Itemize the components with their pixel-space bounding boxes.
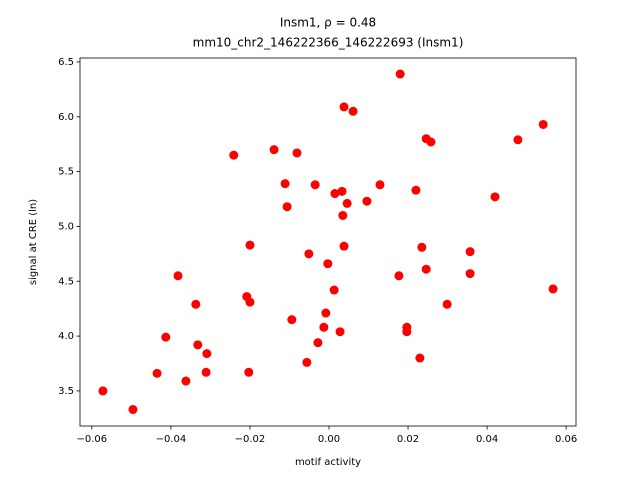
x-tick-label: −0.06 xyxy=(77,434,108,445)
x-tick-label: −0.02 xyxy=(235,434,266,445)
point xyxy=(513,135,523,145)
point xyxy=(191,299,201,309)
chart-title: Insm1, ρ = 0.48 xyxy=(280,16,376,30)
point xyxy=(338,210,348,220)
y-tick-label: 4.0 xyxy=(58,331,74,342)
point xyxy=(269,145,279,155)
y-tick-label: 3.5 xyxy=(58,386,74,397)
y-tick-label: 5.0 xyxy=(58,221,74,232)
point xyxy=(465,269,475,279)
point xyxy=(442,299,452,309)
point xyxy=(548,284,558,294)
point xyxy=(465,247,475,257)
point xyxy=(287,315,297,325)
point xyxy=(362,196,372,206)
y-axis-label: signal at CRE (ln) xyxy=(28,199,39,285)
y-tick-label: 6.0 xyxy=(58,112,74,123)
point xyxy=(395,69,405,79)
point xyxy=(426,137,436,147)
point xyxy=(339,241,349,251)
point xyxy=(98,386,108,396)
point xyxy=(181,376,191,386)
x-tick-label: 0.06 xyxy=(555,434,577,445)
point xyxy=(375,180,385,190)
point xyxy=(161,332,171,342)
point xyxy=(302,357,312,367)
point xyxy=(229,150,239,160)
x-tick-label: 0.02 xyxy=(397,434,419,445)
point xyxy=(394,271,404,281)
point xyxy=(282,202,292,212)
y-tick-label: 6.5 xyxy=(58,57,74,68)
point xyxy=(330,189,340,199)
point xyxy=(304,249,314,259)
plot-frame xyxy=(79,57,577,427)
point xyxy=(329,285,339,295)
point xyxy=(538,119,548,129)
point xyxy=(152,368,162,378)
point xyxy=(245,240,255,250)
point xyxy=(310,180,320,190)
point xyxy=(415,353,425,363)
point xyxy=(173,271,183,281)
point xyxy=(202,349,212,359)
point xyxy=(323,259,333,269)
point xyxy=(201,367,211,377)
point xyxy=(319,322,329,332)
point xyxy=(402,327,412,337)
point xyxy=(342,198,352,208)
point xyxy=(193,340,203,350)
point xyxy=(321,308,331,318)
x-axis-label: motif activity xyxy=(295,457,361,468)
point xyxy=(244,367,254,377)
y-tick-label: 4.5 xyxy=(58,276,74,287)
point xyxy=(337,186,347,196)
point xyxy=(335,327,345,337)
point xyxy=(421,264,431,274)
point xyxy=(245,297,255,307)
point xyxy=(411,185,421,195)
x-tick-label: 0.00 xyxy=(318,434,340,445)
x-tick-label: −0.04 xyxy=(156,434,187,445)
point xyxy=(292,148,302,158)
point xyxy=(280,179,290,189)
point xyxy=(128,405,138,415)
x-tick-label: 0.04 xyxy=(476,434,498,445)
point xyxy=(339,102,349,112)
point xyxy=(348,106,358,116)
point xyxy=(313,338,323,348)
y-tick-label: 5.5 xyxy=(58,167,74,178)
point xyxy=(417,242,427,252)
point xyxy=(490,192,500,202)
chart-subtitle: mm10_chr2_146222366_146222693 (Insm1) xyxy=(193,36,464,50)
